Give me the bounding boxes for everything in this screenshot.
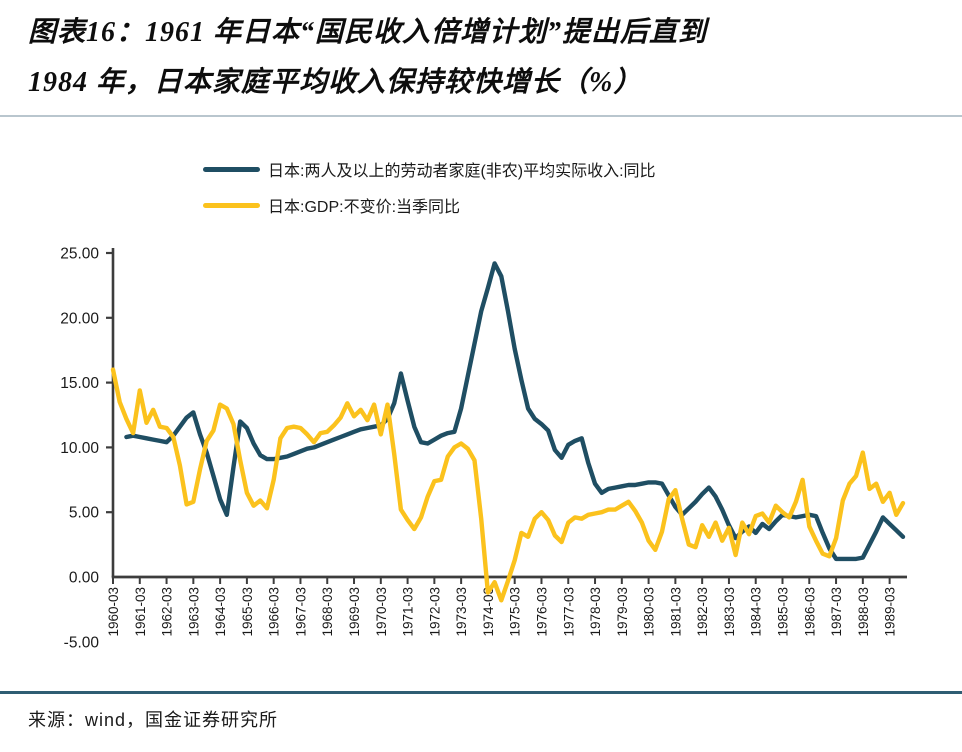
x-axis-label: 1964-03	[213, 587, 228, 637]
x-axis-label: 1968-03	[320, 587, 335, 637]
y-axis-label: 5.00	[69, 505, 100, 522]
y-axis-label: -5.00	[64, 634, 100, 651]
income-series-line	[124, 261, 906, 562]
legend-label-income: 日本:两人及以上的劳动者家庭(非农)平均实际收入:同比	[268, 163, 656, 180]
x-axis-label: 1973-03	[454, 587, 469, 637]
y-axis-label: 20.00	[60, 310, 99, 327]
chart-title-line2: 1984 年，日本家庭平均收入保持较快增长（%）	[28, 67, 643, 98]
x-axis-label: 1969-03	[347, 587, 362, 637]
x-axis-label: 1977-03	[561, 587, 576, 637]
x-axis-label: 1986-03	[802, 587, 817, 637]
gdp-series-line	[110, 367, 906, 603]
legend-item-gdp: 日本:GDP:不变价:当季同比	[203, 193, 656, 217]
x-axis-label: 1988-03	[856, 587, 871, 637]
y-axis-label: 10.00	[60, 440, 99, 457]
x-axis-label: 1975-03	[508, 587, 523, 637]
x-axis-label: 1961-03	[133, 587, 148, 637]
x-axis-label: 1987-03	[829, 587, 844, 637]
x-axis-label: 1981-03	[668, 587, 683, 637]
x-axis-label: 1982-03	[695, 587, 710, 637]
x-axis-label: 1966-03	[267, 587, 282, 637]
x-axis-label: 1971-03	[401, 587, 416, 637]
x-axis-label: 1984-03	[749, 587, 764, 637]
x-axis-label: 1965-03	[240, 587, 255, 637]
footer-divider	[0, 691, 962, 694]
x-axis-label: 1980-03	[642, 587, 657, 637]
x-axis-label: 1985-03	[776, 587, 791, 637]
title-divider	[0, 115, 962, 117]
x-axis-label: 1979-03	[615, 587, 630, 637]
x-axis-label: 1978-03	[588, 587, 603, 637]
x-axis-label: 1960-03	[106, 587, 121, 637]
chart-title-line1: 图表16：1961 年日本“国民收入倍增计划”提出后直到	[28, 17, 708, 48]
source-note: 来源：wind，国金证券研究所	[28, 710, 279, 730]
y-axis-label: 15.00	[60, 375, 99, 392]
gdp-line-swatch	[203, 202, 260, 208]
chart-title: 图表16：1961 年日本“国民收入倍增计划”提出后直到 1984 年，日本家庭…	[28, 8, 943, 108]
income-line-swatch	[203, 166, 260, 172]
x-axis-label: 1972-03	[427, 587, 442, 637]
x-axis-label: 1970-03	[374, 587, 389, 637]
x-axis-label: 1962-03	[160, 587, 175, 637]
x-axis-label: 1989-03	[883, 587, 898, 637]
x-axis-label: 1983-03	[722, 587, 737, 637]
x-axis-label: 1976-03	[534, 587, 549, 637]
x-axis-label: 1963-03	[186, 587, 201, 637]
y-axis-label: 25.00	[60, 246, 99, 263]
y-axis-label: 0.00	[69, 570, 100, 587]
x-axis-label: 1967-03	[293, 587, 308, 637]
chart-legend: 日本:两人及以上的劳动者家庭(非农)平均实际收入:同比 日本:GDP:不变价:当…	[203, 157, 656, 229]
x-axis-label: 1974-03	[481, 587, 496, 637]
legend-label-gdp: 日本:GDP:不变价:当季同比	[268, 199, 461, 216]
legend-item-income: 日本:两人及以上的劳动者家庭(非农)平均实际收入:同比	[203, 157, 656, 181]
